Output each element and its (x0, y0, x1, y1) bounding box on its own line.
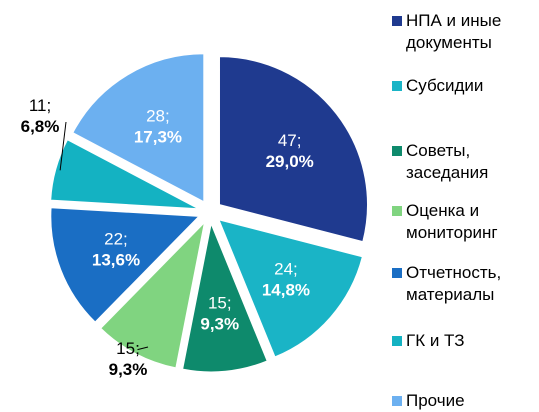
legend-label: НПА и иные документы (406, 11, 502, 52)
legend-label: Отчетность, материалы (406, 263, 502, 304)
pie-slice (50, 139, 199, 210)
data-label: 15; 9,3% (200, 293, 239, 333)
data-label: 24; 14,8% (262, 259, 310, 299)
percent-label: 17,3% (134, 128, 182, 147)
legend-swatch (392, 336, 402, 346)
legend-swatch (392, 81, 402, 91)
data-label: 22; 13,6% (92, 229, 140, 269)
data-label: 28; 17,3% (134, 107, 182, 147)
legend-swatch (392, 16, 402, 26)
pie-slice (218, 56, 368, 243)
value-label: 15; (116, 339, 140, 358)
legend-label: Прочие (406, 391, 465, 410)
value-label: 15; (208, 293, 232, 312)
pie-slice (72, 53, 205, 203)
value-label: 22; (104, 229, 128, 248)
pie-slice (218, 219, 363, 358)
legend-label: Оценка и мониторинг (406, 201, 498, 242)
legend-label: ГК и ТЗ (406, 331, 465, 350)
legend-item: ГК и ТЗ (392, 330, 537, 352)
legend-item: НПА и иные документы (392, 10, 537, 54)
legend-item: Оценка и мониторинг (392, 200, 537, 244)
value-label: 28; (146, 107, 170, 126)
legend-item: Прочие (392, 390, 537, 412)
legend-item: Отчетность, материалы (392, 262, 537, 306)
percent-label: 9,3% (200, 314, 239, 333)
percent-label: 14,8% (262, 280, 310, 299)
pie-slice (100, 221, 206, 369)
pie-slice (182, 222, 268, 373)
data-label: 15; 9,3% (109, 339, 148, 379)
leader-line (59, 121, 67, 171)
legend-swatch (392, 206, 402, 216)
legend-swatch (392, 268, 402, 278)
leader-line (137, 346, 149, 351)
legend-swatch (392, 146, 402, 156)
value-label: 11; (29, 96, 51, 115)
legend-item: Субсидии (392, 75, 537, 97)
percent-label: 6,8% (21, 117, 60, 136)
pie-slice (50, 207, 200, 323)
percent-label: 13,6% (92, 250, 140, 269)
data-label: 47; 29,0% (266, 131, 314, 171)
legend-item: Советы, заседания (392, 140, 537, 184)
legend-swatch (392, 396, 402, 406)
data-label: 11; 6,8% (21, 96, 60, 136)
legend-label: Субсидии (406, 76, 484, 95)
value-label: 24; (274, 259, 298, 278)
percent-label: 9,3% (109, 360, 148, 379)
legend-label: Советы, заседания (406, 141, 489, 182)
percent-label: 29,0% (266, 152, 314, 171)
value-label: 47; (278, 131, 302, 150)
